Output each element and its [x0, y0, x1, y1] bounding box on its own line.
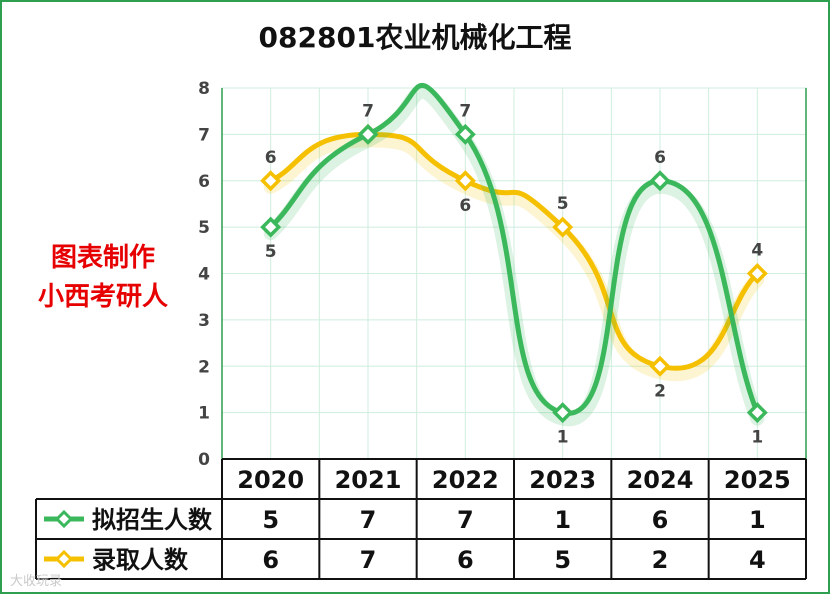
y-tick-label: 3	[198, 311, 210, 331]
data-point-marker	[552, 402, 574, 424]
y-tick-label: 0	[198, 450, 210, 470]
x-category-label: 2020	[237, 466, 304, 494]
data-label: 2	[654, 381, 666, 401]
data-point-marker	[746, 263, 768, 284]
data-label: 7	[362, 101, 374, 121]
table-cell-value: 1	[554, 506, 571, 534]
table-cell-value: 2	[652, 546, 669, 574]
data-label: 6	[459, 196, 471, 216]
y-tick-label: 5	[198, 218, 210, 238]
table-cell-value: 1	[749, 506, 766, 534]
data-point-marker	[649, 170, 671, 192]
data-label: 4	[751, 241, 763, 261]
x-category-label: 2023	[529, 466, 596, 494]
table-cell-value: 5	[262, 506, 279, 534]
table-cell-value: 7	[360, 546, 377, 574]
data-point-marker	[552, 216, 574, 238]
data-label: 1	[751, 428, 763, 448]
legend-marker	[54, 509, 74, 529]
watermark-line-2: 小西考研人	[38, 282, 168, 312]
data-table: 2020 2021 2022 2023 2024 2025 拟招生人数 5 7 7 1 6 1 录取人数 6…	[35, 458, 807, 580]
chart-title: 082801农业机械化工程	[259, 21, 572, 54]
table-cell-value: 6	[652, 506, 669, 534]
y-tick-label: 4	[198, 265, 210, 285]
x-category-label: 2025	[724, 466, 791, 494]
x-category-label: 2021	[335, 466, 402, 494]
y-tick-label: 7	[198, 125, 210, 145]
data-labels: 5 7 7 1 6 1 6 6 5 2 4	[265, 101, 764, 447]
data-point-marker	[357, 123, 379, 145]
footer-watermark: 大收玩录	[10, 574, 62, 589]
y-axis-ticks: 0 1 2 3 4 5 6 7 8	[198, 79, 210, 470]
watermark-line-1: 图表制作	[51, 243, 155, 273]
y-tick-label: 2	[198, 357, 210, 377]
series-lines	[260, 82, 768, 427]
table-cell-value: 7	[457, 506, 474, 534]
data-point-marker	[454, 170, 476, 192]
table-cell-value: 6	[457, 546, 474, 574]
table-cell-value: 7	[360, 506, 377, 534]
data-label: 6	[654, 148, 666, 168]
table-cell-value: 5	[554, 546, 571, 574]
data-label: 5	[265, 242, 277, 262]
y-tick-label: 8	[198, 79, 210, 99]
data-label: 1	[557, 428, 569, 448]
data-point-marker	[649, 355, 671, 377]
data-label: 7	[459, 101, 471, 121]
legend-series-name: 拟招生人数	[92, 506, 213, 534]
y-tick-label: 6	[198, 172, 210, 192]
x-category-label: 2024	[627, 466, 694, 494]
data-label: 5	[557, 194, 569, 214]
table-cell-value: 4	[749, 546, 766, 574]
data-point-marker	[260, 216, 282, 238]
x-category-label: 2022	[432, 466, 499, 494]
y-tick-label: 1	[198, 404, 210, 424]
legend-marker	[54, 549, 74, 569]
table-cell-value: 6	[262, 546, 279, 574]
data-point-marker	[260, 170, 282, 192]
data-point-marker	[454, 123, 476, 145]
data-point-marker	[746, 402, 768, 424]
grid-lines	[221, 87, 807, 460]
data-label: 6	[265, 148, 277, 168]
legend-series-name: 录取人数	[92, 546, 189, 574]
